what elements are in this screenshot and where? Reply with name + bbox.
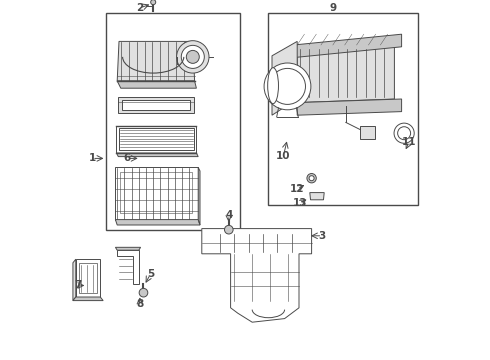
Text: 4: 4 <box>225 210 232 220</box>
Bar <box>120 172 192 213</box>
Circle shape <box>307 174 316 183</box>
Circle shape <box>224 225 233 234</box>
Polygon shape <box>272 41 297 115</box>
Text: 9: 9 <box>330 3 337 13</box>
Polygon shape <box>73 259 76 301</box>
Polygon shape <box>116 247 141 250</box>
Text: 13: 13 <box>293 198 307 208</box>
Text: 5: 5 <box>147 269 154 279</box>
Circle shape <box>139 288 148 297</box>
Polygon shape <box>360 126 374 139</box>
Text: 3: 3 <box>319 231 326 241</box>
Text: 11: 11 <box>402 137 416 147</box>
Text: 6: 6 <box>123 153 130 163</box>
Polygon shape <box>117 153 198 157</box>
Bar <box>76 259 100 297</box>
Polygon shape <box>297 99 402 115</box>
Circle shape <box>309 176 314 181</box>
Bar <box>122 100 190 110</box>
Bar <box>116 167 198 220</box>
Ellipse shape <box>268 68 278 104</box>
Polygon shape <box>198 167 200 225</box>
Polygon shape <box>117 41 195 81</box>
Text: 1: 1 <box>88 153 96 163</box>
Bar <box>117 126 196 153</box>
Circle shape <box>186 50 199 63</box>
Bar <box>119 128 194 150</box>
Polygon shape <box>202 229 312 322</box>
Circle shape <box>176 41 209 73</box>
Bar <box>106 13 240 230</box>
Text: 8: 8 <box>136 299 144 309</box>
Text: 12: 12 <box>290 184 304 194</box>
Polygon shape <box>297 38 394 103</box>
Polygon shape <box>117 81 196 88</box>
Text: 2: 2 <box>136 3 144 13</box>
Polygon shape <box>117 250 139 284</box>
Polygon shape <box>73 297 103 301</box>
Polygon shape <box>116 220 200 225</box>
Bar <box>79 263 98 293</box>
Polygon shape <box>294 34 402 58</box>
Text: 7: 7 <box>74 280 82 291</box>
Bar <box>118 97 194 113</box>
Circle shape <box>151 0 156 5</box>
Polygon shape <box>310 193 324 200</box>
Bar <box>269 13 418 205</box>
Circle shape <box>181 45 204 68</box>
Circle shape <box>394 123 414 143</box>
Text: 10: 10 <box>276 150 291 161</box>
Circle shape <box>264 63 311 110</box>
